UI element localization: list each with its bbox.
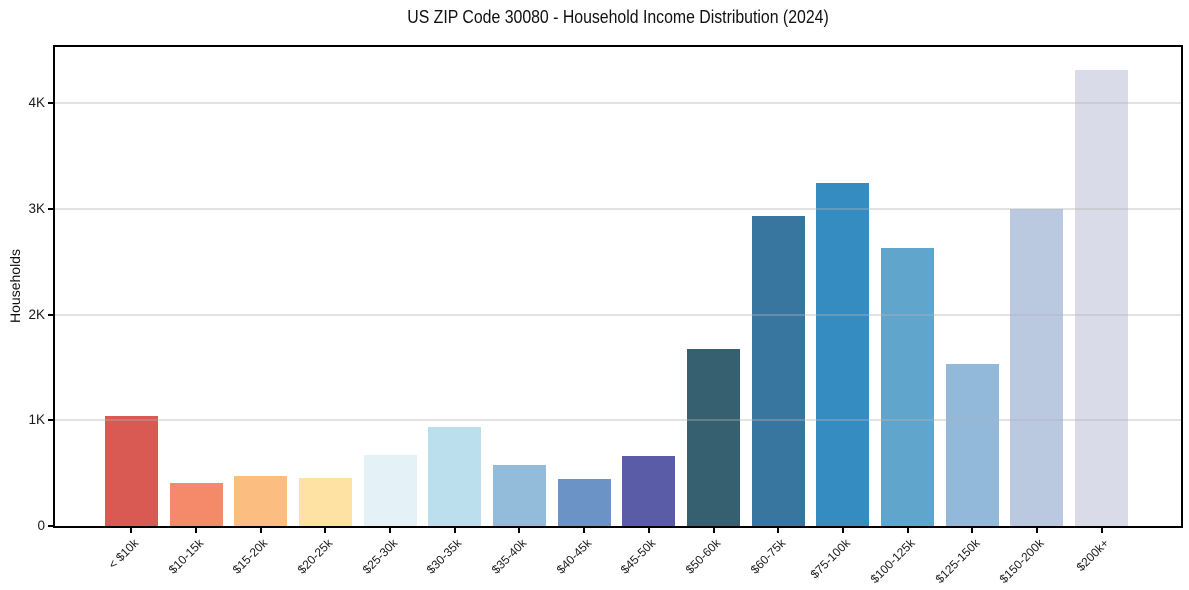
x-tick-label: $150-200k	[996, 536, 1047, 587]
y-tick-label: 0	[37, 518, 45, 533]
bar-$10-15k	[169, 482, 223, 526]
x-tick-label: $200k+	[1073, 536, 1112, 574]
x-tick-label: $40-45k	[553, 536, 595, 577]
x-tick-mark	[583, 528, 586, 533]
bar-slot: $20-25k	[293, 47, 358, 577]
bar-$25-30k	[363, 455, 417, 526]
bar-$75-100k	[816, 183, 870, 526]
y-tick-mark	[48, 419, 53, 422]
x-tick-mark	[906, 528, 909, 533]
x-tick-label: $45-50k	[618, 536, 659, 577]
bar-$60-75k	[751, 216, 805, 526]
bar-slot: $15-20k	[228, 47, 293, 577]
bar-slot: $50-60k	[681, 47, 746, 577]
y-tick-mark	[48, 207, 53, 210]
bar-slot: < $10k	[99, 47, 164, 572]
x-tick-mark	[195, 528, 198, 533]
bar-$35-40k	[492, 464, 546, 526]
x-tick-label: $50-60k	[682, 536, 724, 577]
bar-slot: $75-100k	[808, 47, 876, 581]
bar-slot: $60-75k	[746, 47, 811, 577]
x-tick-label: $30-35k	[424, 536, 465, 577]
y-tick-label: 4K	[28, 95, 45, 111]
bar-$30-35k	[428, 426, 482, 526]
y-tick-mark	[48, 102, 53, 105]
x-tick-label: < $10k	[105, 536, 142, 572]
x-tick-mark	[712, 528, 715, 533]
bar-$125-150k	[945, 364, 999, 526]
y-tick-mark	[48, 525, 53, 527]
bar-slot: $10-15k	[164, 47, 229, 577]
bar-slot: $100-125k	[867, 47, 940, 586]
bar-slot: $35-40k	[487, 47, 552, 577]
chart-title: US ZIP Code 30080 - Household Income Dis…	[407, 7, 829, 27]
plot-area: < $10k $10-15k $15-20k $20-25k $25-30k $30-35…	[28, 45, 1183, 586]
x-tick-label: $20-25k	[294, 536, 336, 577]
y-tick-label: 1K	[28, 412, 45, 428]
x-tick-label: $15-20k	[230, 536, 271, 577]
bar-slot: $200k+	[1069, 47, 1134, 574]
bar-$150-200k	[1010, 208, 1064, 526]
x-tick-mark	[259, 528, 262, 533]
bar-$15-20k	[234, 476, 288, 526]
bars: < $10k $10-15k $15-20k $20-25k $25-30k $30-35…	[55, 47, 1181, 586]
bar-$20-25k	[298, 478, 352, 526]
bar-slot: $125-150k	[932, 47, 1005, 586]
bar-slot: $25-30k	[358, 47, 423, 577]
x-tick-mark	[453, 528, 456, 533]
bar-slot: $45-50k	[617, 47, 682, 577]
x-tick-mark	[971, 528, 974, 533]
x-tick-label: $25-30k	[359, 536, 400, 577]
x-tick-mark	[130, 528, 133, 533]
y-tick-label: 3K	[28, 200, 45, 216]
x-tick-label: $10-15k	[165, 536, 206, 577]
y-tick-mark	[48, 313, 53, 316]
bar-$200k+	[1075, 70, 1129, 526]
bar-$45-50k	[622, 456, 676, 526]
x-tick-mark	[777, 528, 780, 533]
x-tick-label: $35-40k	[488, 536, 530, 577]
x-tick-label: $125-150k	[932, 536, 983, 587]
x-tick-mark	[841, 528, 844, 533]
x-tick-mark	[647, 528, 650, 533]
bar-slot: $150-200k	[997, 47, 1070, 586]
bar-$40-45k	[557, 479, 611, 526]
x-tick-label: $60-75k	[747, 536, 789, 577]
bar-$50-60k	[687, 349, 741, 526]
x-tick-label: $75-100k	[807, 536, 853, 582]
x-tick-mark	[518, 528, 521, 533]
x-tick-label: $100-125k	[867, 536, 918, 587]
x-tick-mark	[1100, 528, 1103, 533]
bar-slot: $30-35k	[422, 47, 487, 577]
bar-slot: $40-45k	[552, 47, 617, 577]
x-tick-mark	[324, 528, 327, 533]
bar-< $10k	[104, 416, 158, 526]
x-tick-mark	[389, 528, 392, 533]
x-tick-mark	[1035, 528, 1038, 533]
bar-$100-125k	[881, 247, 935, 526]
y-tick-label: 2K	[28, 306, 45, 322]
y-axis-label: Households	[7, 249, 23, 323]
